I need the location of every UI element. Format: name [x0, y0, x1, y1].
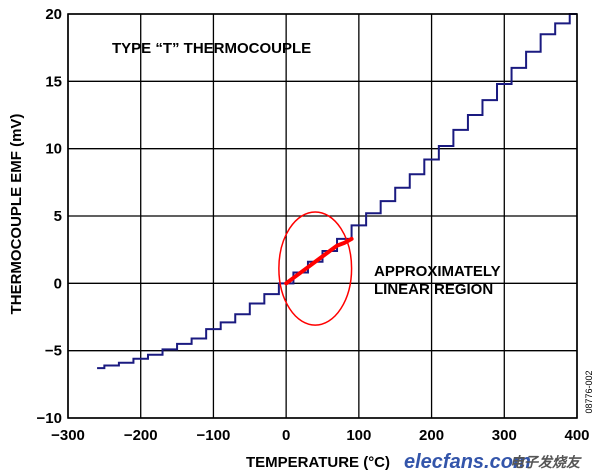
plot-frame — [67, 13, 578, 419]
y-tick-label: 5 — [54, 208, 62, 225]
x-tick-label: −300 — [51, 427, 85, 444]
x-tick-label: 0 — [282, 427, 290, 444]
linear-region-label-line2: LINEAR REGION — [374, 281, 493, 298]
linear-region-label-line1: APPROXIMATELY — [374, 263, 501, 280]
grid-lines — [67, 13, 578, 419]
x-tick-label: 100 — [346, 427, 371, 444]
y-axis-title: THERMOCOUPLE EMF (mV) — [8, 114, 25, 315]
y-tick-label: 0 — [54, 275, 62, 292]
y-tick-label: 20 — [45, 6, 62, 23]
plot-border — [67, 13, 578, 419]
x-tick-label: −200 — [124, 427, 158, 444]
x-axis-title: TEMPERATURE (°C) — [246, 454, 390, 471]
watermark-site: elecfans.com — [404, 451, 531, 473]
figure-code: 08776-002 — [584, 370, 594, 413]
series-line-emf — [97, 13, 577, 370]
data-series — [97, 13, 577, 370]
series-line-linear-region — [284, 236, 354, 286]
x-tick-label: 400 — [564, 427, 589, 444]
y-tick-label: −10 — [37, 410, 62, 427]
watermark-cn: 电子发烧友 — [510, 454, 582, 470]
x-tick-label: 200 — [419, 427, 444, 444]
linear-region-ellipse — [278, 211, 353, 326]
y-tick-label: 10 — [45, 141, 62, 158]
y-tick-label: −5 — [45, 343, 62, 360]
watermark: elecfans.com 电子发烧友 — [404, 451, 582, 473]
x-tick-label: −100 — [197, 427, 231, 444]
x-tick-label: 300 — [492, 427, 517, 444]
tick-labels: −300 −200 −100 0 100 200 300 400 −10 −5 0 5 10 15 20 — [37, 6, 590, 444]
y-tick-label: 15 — [45, 73, 62, 90]
curve-type-label: TYPE “T” THERMOCOUPLE — [112, 40, 311, 57]
